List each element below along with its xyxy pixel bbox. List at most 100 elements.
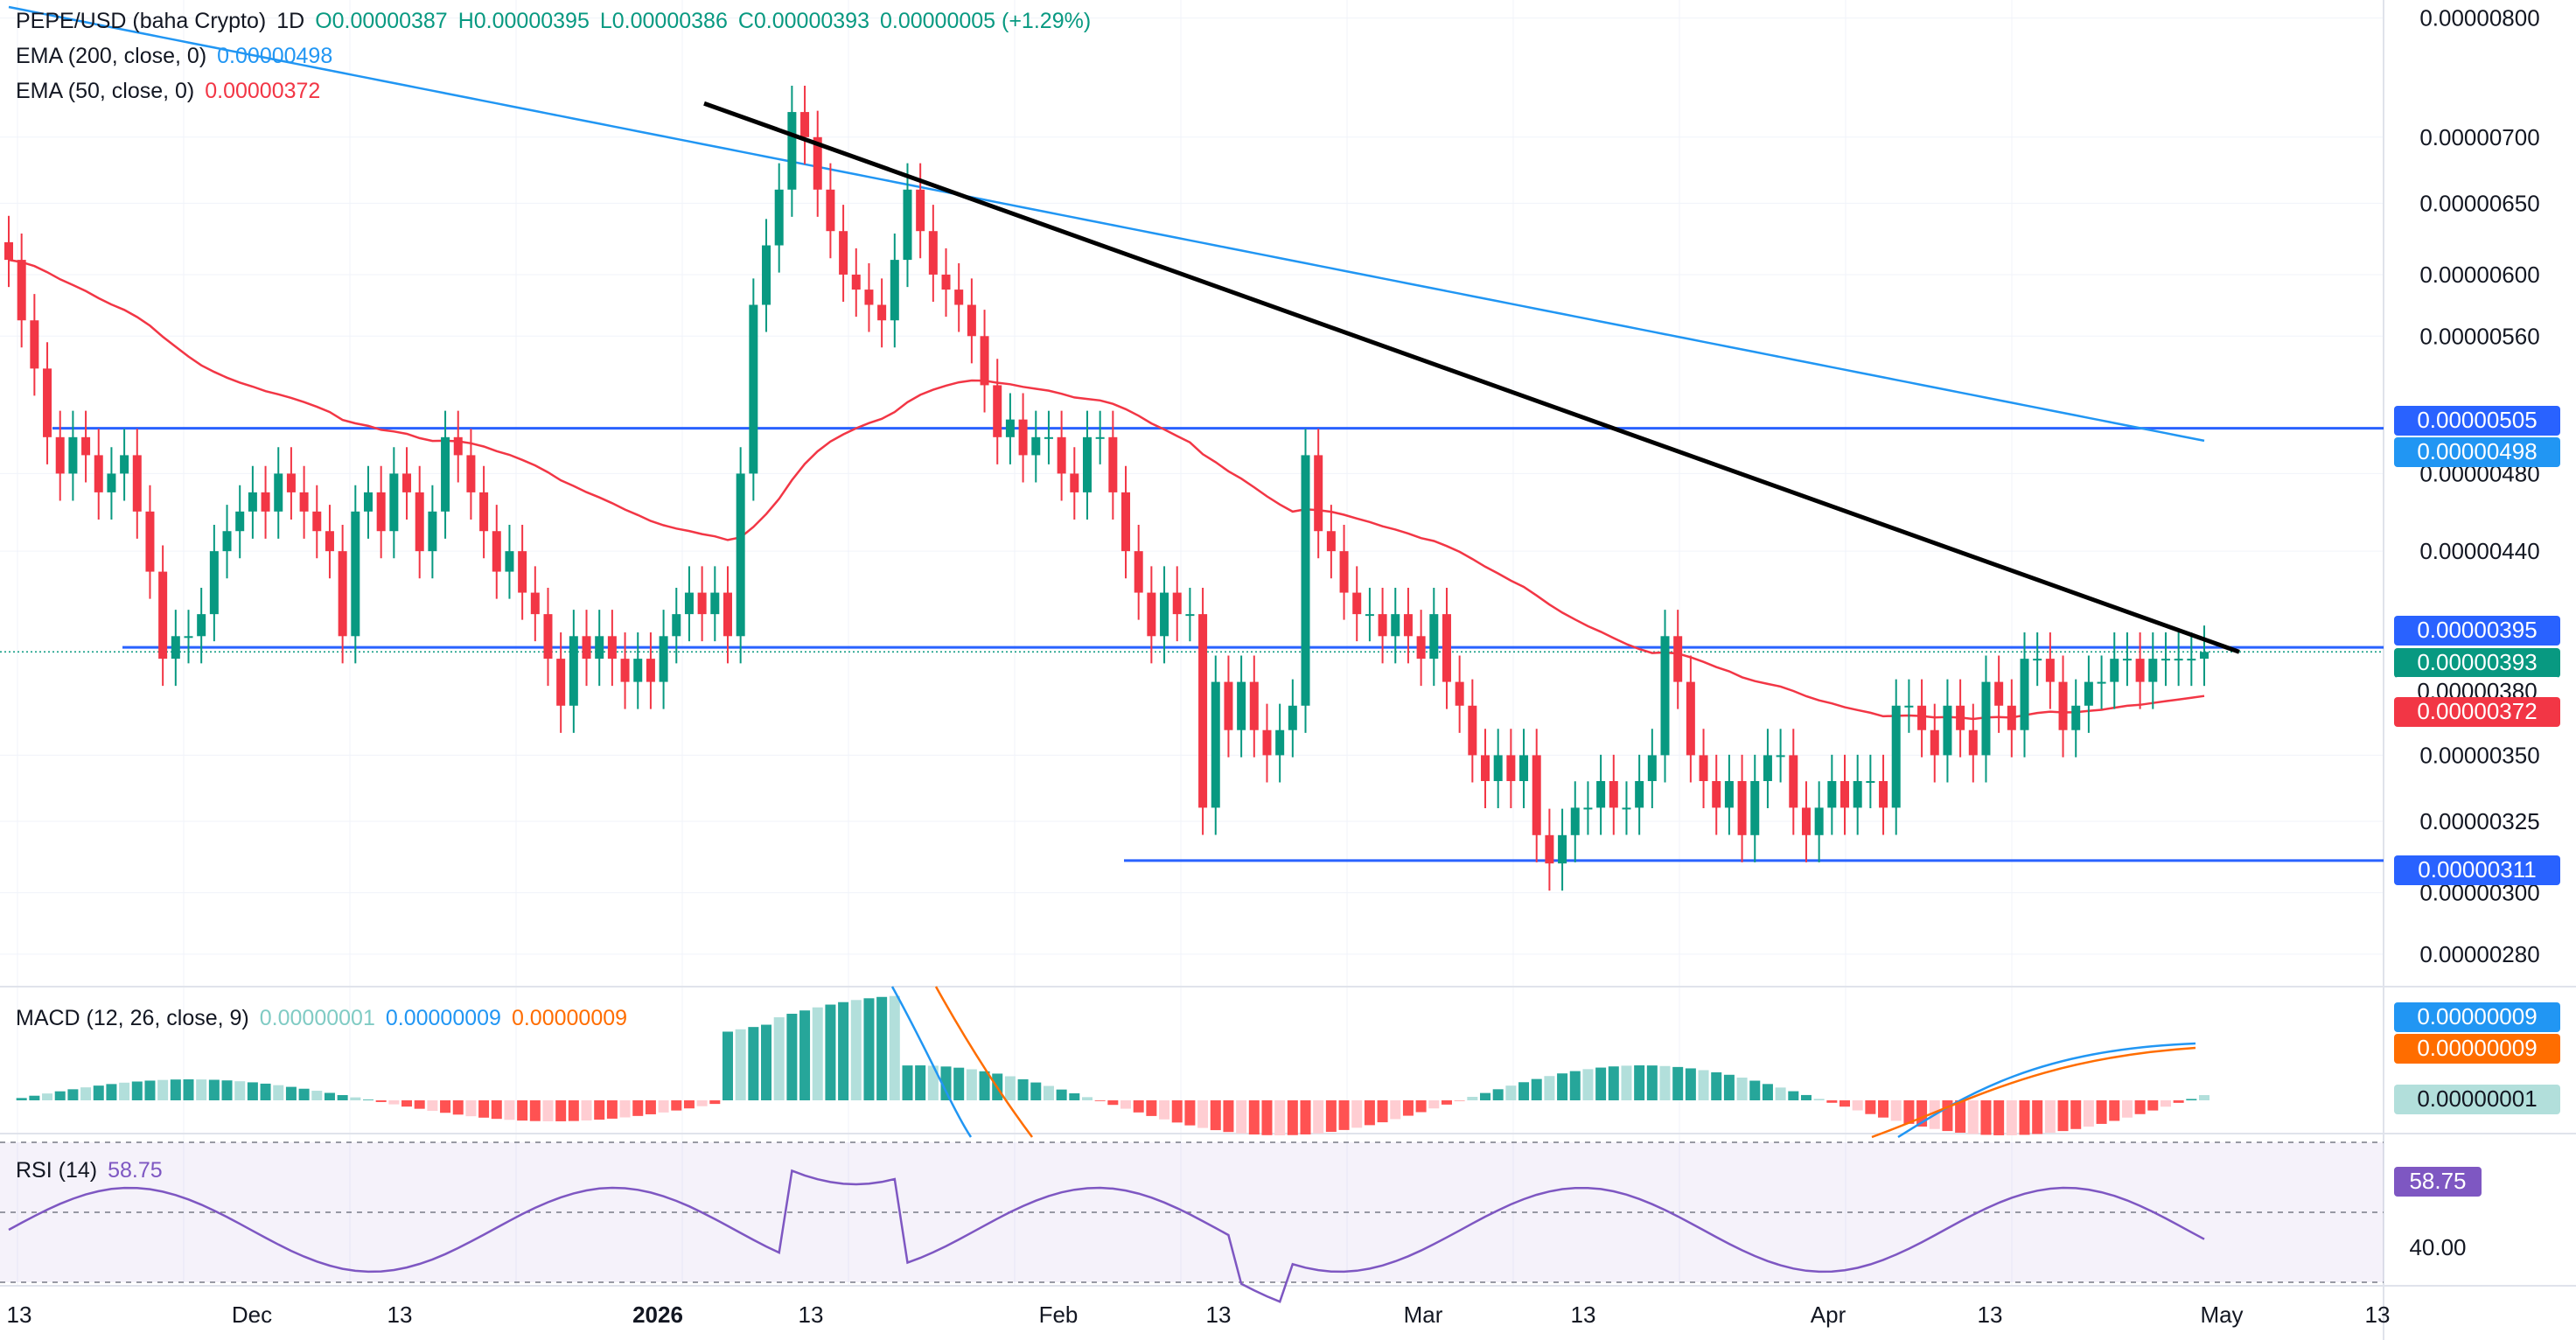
candle-body	[1879, 780, 1888, 808]
macd-bar	[131, 1081, 143, 1100]
candle-body	[1673, 636, 1683, 682]
candle-body	[569, 636, 578, 706]
candle-body	[1737, 780, 1747, 835]
candle-body	[1699, 755, 1708, 781]
candle-body	[1622, 807, 1631, 810]
candle-body	[505, 551, 514, 572]
macd-bar	[606, 1100, 618, 1119]
macd-bar	[915, 1065, 926, 1100]
macd-bar	[67, 1089, 79, 1100]
macd-bar	[208, 1079, 220, 1100]
macd-bar	[54, 1091, 66, 1100]
candle-body	[17, 260, 26, 321]
candle-body	[1108, 436, 1118, 492]
candle-body	[2097, 681, 2106, 684]
macd-bar	[1762, 1084, 1773, 1100]
macd-bar	[1236, 1100, 1247, 1134]
rsi-badge-text: 40.00	[2409, 1234, 2466, 1260]
macd-bar	[658, 1100, 669, 1113]
price-badge-text: 0.00000311	[2418, 856, 2536, 883]
candle-body	[338, 551, 347, 637]
macd-bar	[568, 1100, 579, 1121]
macd-bar	[119, 1082, 130, 1100]
macd-bar	[1069, 1092, 1080, 1100]
macd-bar	[1634, 1065, 1645, 1100]
high-value: H0.00000395	[457, 9, 590, 33]
macd-bar	[1582, 1069, 1594, 1100]
candle-body	[633, 659, 643, 682]
candle-body	[1147, 592, 1156, 637]
candle-body	[2084, 681, 2093, 706]
macd-signal-value: 0.00000009	[511, 1006, 628, 1030]
candle-body	[595, 636, 604, 660]
macd-bar	[1338, 1100, 1350, 1130]
macd-bar	[1441, 1100, 1452, 1105]
macd-bar	[1544, 1076, 1555, 1100]
price-badge-text: 0.00000395	[2417, 617, 2537, 643]
macd-bar	[401, 1100, 413, 1107]
candle-body	[1545, 834, 1554, 864]
candle-body	[1121, 492, 1131, 552]
rsi-value: 58.75	[108, 1158, 163, 1183]
macd-bar	[1852, 1100, 1863, 1111]
candle-body	[1686, 681, 1695, 756]
macd-bar	[440, 1100, 451, 1113]
price-badge	[2394, 648, 2560, 678]
candle-body	[774, 189, 784, 246]
macd-bar	[517, 1100, 528, 1121]
candle-body	[710, 592, 720, 615]
macd-pane	[16, 986, 2209, 1139]
macd-bar	[1826, 1100, 1838, 1103]
signal-line	[1871, 1046, 2196, 1139]
rsi-badge-text: 58.75	[2409, 1168, 2466, 1194]
macd-bar	[1685, 1068, 1696, 1100]
macd-bar	[1184, 1100, 1196, 1126]
candle-body	[1904, 705, 1914, 708]
macd-badge	[2394, 1085, 2560, 1114]
price-badge-text: 0.00000505	[2417, 407, 2537, 433]
time-tick: 13	[387, 1302, 413, 1328]
candle-body	[1840, 780, 1850, 808]
macd-bar	[1004, 1076, 1016, 1100]
candle-body	[2135, 659, 2145, 682]
candle-body	[1057, 436, 1066, 474]
candle-body	[492, 531, 501, 572]
candle-body	[479, 492, 489, 532]
candle-body	[1660, 636, 1670, 756]
candle-body	[286, 473, 296, 492]
macd-bar	[1993, 1100, 2005, 1135]
candle-body	[1519, 755, 1529, 781]
price-tick: 0.00000325	[2419, 808, 2539, 834]
ema200-line	[8, 5, 2205, 443]
candle-body	[1647, 755, 1657, 781]
macd-bar	[337, 1094, 348, 1100]
candle-body	[659, 636, 668, 682]
trendline	[703, 101, 2240, 654]
macd-bar	[2160, 1100, 2171, 1107]
candle-body	[1917, 705, 1927, 730]
candle-body	[1866, 780, 1875, 783]
macd-bar	[1467, 1096, 1478, 1100]
change-value: 0.00000005 (+1.29%)	[879, 9, 1092, 33]
candle-body	[197, 614, 206, 637]
macd-badge	[2394, 1034, 2560, 1064]
candle-body	[1249, 681, 1259, 730]
macd-bar	[1261, 1100, 1273, 1135]
rsi-legend: RSI (14) 58.75	[16, 1156, 173, 1184]
close-value: C0.00000393	[737, 9, 869, 33]
candle-body	[81, 436, 91, 456]
macd-bar	[863, 998, 875, 1100]
macd-bar	[1967, 1100, 1979, 1134]
time-tick: Apr	[1811, 1302, 1846, 1328]
macd-bar	[2096, 1100, 2107, 1124]
candle-body	[1763, 755, 1772, 781]
macd-bar	[2083, 1100, 2094, 1127]
candle-body	[1198, 614, 1208, 808]
candle-body	[248, 492, 257, 512]
candle-body	[980, 336, 989, 386]
macd-bar	[1094, 1100, 1106, 1101]
macd-bar	[786, 1014, 798, 1100]
macd-bar	[234, 1081, 246, 1100]
macd-bar	[966, 1069, 977, 1100]
